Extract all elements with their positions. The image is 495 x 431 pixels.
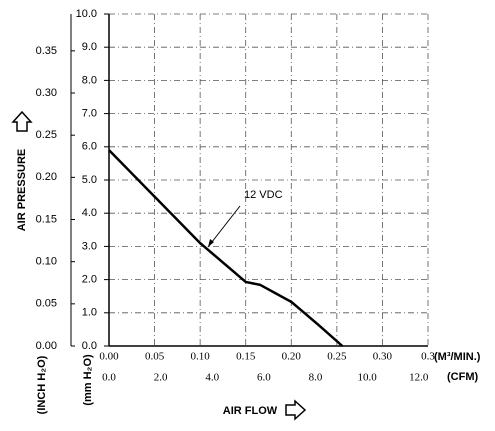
x2-tick-label: 12.0 — [409, 372, 429, 384]
x2-unit: (CFM) — [447, 371, 478, 383]
x2-tick-label: 10.0 — [357, 372, 377, 384]
y-tick-label: 2.0 — [82, 274, 97, 286]
y2-tick-label: 0.15 — [36, 213, 57, 225]
x-tick-label: 0.10 — [191, 351, 211, 363]
y2-tick-label: 0.00 — [36, 340, 57, 352]
y2-tick-label: 0.30 — [36, 87, 57, 99]
x2-tick-label: 0.0 — [102, 372, 116, 384]
x-tick-label: 0.25 — [327, 351, 347, 363]
x2-tick-label: 4.0 — [205, 372, 219, 384]
y-unit: (mm H₂O) — [82, 354, 94, 406]
y-tick-label: 3.0 — [82, 240, 97, 252]
y-tick-label: 8.0 — [82, 74, 97, 86]
y-tick-label: 7.0 — [82, 108, 97, 120]
x-tick-label: 0.30 — [373, 351, 393, 363]
y2-tick-label: 0.10 — [36, 256, 57, 268]
curve — [108, 149, 344, 347]
annotation-arrowhead — [208, 239, 214, 247]
x2-tick-label: 8.0 — [309, 372, 323, 384]
x-tick-label: 0.15 — [236, 351, 256, 363]
y2-tick-label: 0.05 — [36, 298, 57, 310]
y2-unit: (INCH H₂O) — [36, 355, 48, 414]
y-tick-label: 1.0 — [82, 307, 97, 319]
annotation-arrow — [207, 205, 241, 248]
y-tick-label: 5.0 — [82, 174, 97, 186]
x-tick-label: 0.20 — [282, 351, 302, 363]
y-tick-label: 0.0 — [82, 340, 97, 352]
x2-tick-label: 6.0 — [257, 372, 271, 384]
y-arrow — [11, 110, 33, 132]
annotation: 12 VDC — [244, 189, 283, 201]
x-arrow — [285, 399, 307, 421]
y-label: AIR PRESSURE — [16, 149, 28, 232]
y2-tick-label: 0.25 — [36, 129, 57, 141]
x-label: AIR FLOW — [223, 405, 278, 417]
x-tick-label: 0.05 — [145, 351, 165, 363]
y2-tick-label: 0.20 — [36, 171, 57, 183]
y-tick-label: 4.0 — [82, 207, 97, 219]
x-tick-label: 0.3 — [421, 351, 435, 363]
y2-tick-label: 0.35 — [36, 45, 57, 57]
x-tick-label: 0.00 — [99, 351, 119, 363]
x2-tick-label: 2.0 — [154, 372, 168, 384]
y-tick-label: 10.0 — [76, 8, 97, 20]
y-tick-label: 9.0 — [82, 41, 97, 53]
y-tick-label: 6.0 — [82, 141, 97, 153]
x-unit: (M³/MIN.) — [434, 351, 481, 363]
